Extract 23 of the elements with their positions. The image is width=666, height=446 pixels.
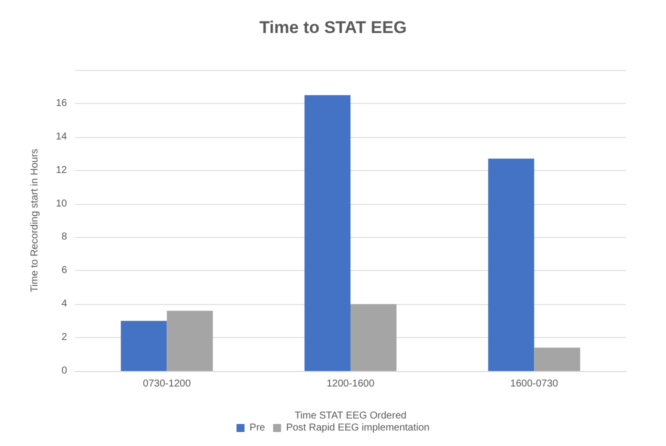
y-tick-label: 12 [56,164,68,176]
bar [488,158,534,371]
x-tick-label: 1200-1600 [326,378,375,390]
chart-title: Time to STAT EEG [259,18,407,37]
bar [534,348,580,371]
y-tick-label: 8 [61,232,68,243]
y-tick-label: 16 [56,98,68,109]
y-tick-label: 10 [56,198,68,210]
y-tick-label: 2 [61,332,68,344]
bar [350,304,396,371]
y-tick-label: 4 [61,298,68,310]
y-axis-title: Time to Recording start in Hours [30,148,40,292]
legend-label: Post Rapid EEG implementation [286,422,430,434]
x-axis-title: Time STAT EEG Ordered [294,410,406,422]
y-tick-label: 14 [56,131,68,142]
bar [304,95,350,371]
y-tick-label: 6 [61,265,68,276]
legend-label: Pre [250,422,266,434]
y-tick-label: 0 [61,366,68,376]
bar [120,320,167,371]
bar [166,310,213,371]
x-tick-label: 0730-1200 [142,378,192,390]
x-tick-label: 1600-0730 [510,378,559,390]
